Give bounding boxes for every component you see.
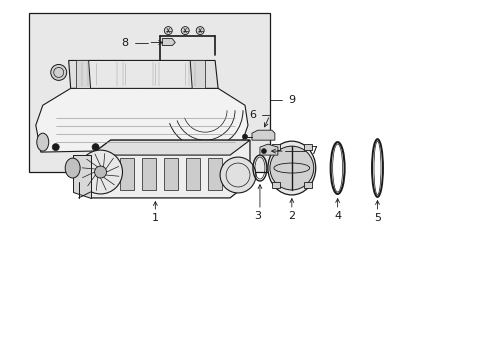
Polygon shape bbox=[68, 60, 218, 88]
Ellipse shape bbox=[65, 158, 80, 178]
Circle shape bbox=[52, 144, 59, 150]
Bar bbox=[186, 158, 200, 190]
Circle shape bbox=[261, 149, 266, 154]
Text: 4: 4 bbox=[333, 211, 341, 221]
Ellipse shape bbox=[267, 141, 315, 195]
Bar bbox=[271, 182, 279, 188]
Text: 1: 1 bbox=[152, 213, 159, 223]
Circle shape bbox=[196, 27, 203, 35]
Bar bbox=[303, 144, 311, 150]
Polygon shape bbox=[73, 155, 90, 198]
Circle shape bbox=[51, 64, 66, 80]
Circle shape bbox=[132, 144, 139, 150]
FancyBboxPatch shape bbox=[29, 13, 269, 172]
Polygon shape bbox=[36, 88, 247, 152]
Bar bbox=[303, 182, 311, 188]
Text: 8: 8 bbox=[121, 37, 128, 48]
Circle shape bbox=[171, 144, 179, 150]
Bar bbox=[142, 158, 156, 190]
Bar bbox=[271, 144, 279, 150]
Polygon shape bbox=[111, 60, 133, 88]
Text: 6: 6 bbox=[248, 110, 255, 120]
Text: 5: 5 bbox=[373, 213, 380, 223]
Circle shape bbox=[164, 27, 172, 35]
Circle shape bbox=[269, 146, 313, 190]
Bar bbox=[120, 158, 134, 190]
Circle shape bbox=[75, 176, 82, 184]
Circle shape bbox=[79, 150, 122, 194]
Circle shape bbox=[220, 157, 255, 193]
Polygon shape bbox=[90, 140, 249, 155]
Ellipse shape bbox=[37, 133, 49, 151]
Polygon shape bbox=[76, 60, 98, 88]
Polygon shape bbox=[90, 140, 249, 198]
Circle shape bbox=[181, 27, 189, 35]
Polygon shape bbox=[162, 39, 175, 45]
Text: 7: 7 bbox=[309, 146, 316, 156]
Polygon shape bbox=[251, 130, 274, 140]
Circle shape bbox=[242, 134, 247, 139]
Bar bbox=[164, 158, 178, 190]
Text: 2: 2 bbox=[287, 211, 295, 221]
Polygon shape bbox=[88, 60, 192, 88]
Circle shape bbox=[94, 166, 106, 178]
Polygon shape bbox=[183, 60, 205, 88]
Polygon shape bbox=[260, 144, 277, 155]
Polygon shape bbox=[147, 60, 169, 88]
Circle shape bbox=[92, 144, 99, 150]
Bar bbox=[208, 158, 222, 190]
Text: 9: 9 bbox=[287, 95, 294, 105]
Circle shape bbox=[211, 144, 218, 150]
Text: 3: 3 bbox=[254, 211, 261, 221]
